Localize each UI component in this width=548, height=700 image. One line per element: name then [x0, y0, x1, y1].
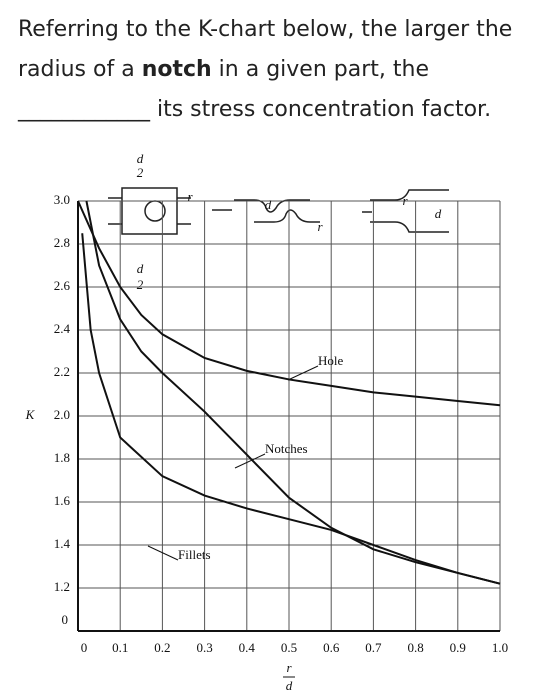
- x-tick-label: 0.1: [112, 640, 128, 655]
- text: in a given part, the: [211, 57, 429, 82]
- x-tick-label: 0.3: [196, 640, 212, 655]
- x-tick-label: 0: [81, 640, 88, 655]
- x-tick-label: 0.8: [407, 640, 423, 655]
- icon-label: 2: [137, 277, 144, 292]
- icon-label: 2: [137, 165, 144, 180]
- icon-label: r: [317, 219, 323, 234]
- x-tick-label: 0.7: [365, 640, 382, 655]
- x-tick-label: 0.4: [239, 640, 256, 655]
- blank: ____________: [18, 97, 150, 122]
- question-line: radius of a notch in a given part, the: [18, 50, 538, 90]
- question-line: Referring to the K-chart below, the larg…: [18, 17, 513, 42]
- curve: [77, 200, 501, 407]
- y-tick-label: 2.8: [54, 235, 70, 250]
- x-axis-label: r: [286, 660, 292, 675]
- icon-label: d: [265, 197, 272, 212]
- series-label: Notches: [265, 441, 308, 456]
- leader: [147, 545, 179, 561]
- leader: [234, 453, 266, 469]
- y-axis-label: K: [25, 407, 36, 422]
- y-tick-label: 2.6: [54, 278, 71, 293]
- x-tick-label: 0.5: [281, 640, 297, 655]
- question-line: ____________ its stress concentration fa…: [18, 90, 538, 130]
- x-tick-label: 1.0: [492, 640, 508, 655]
- origin-label: 0: [62, 612, 69, 627]
- bold-text: notch: [141, 57, 212, 82]
- series-label: Hole: [318, 353, 344, 368]
- y-tick-label: 2.0: [54, 407, 70, 422]
- x-axis-label: d: [286, 678, 293, 693]
- y-tick-label: 1.6: [54, 493, 71, 508]
- curve: [85, 200, 501, 585]
- icon-label: r: [402, 193, 408, 208]
- leader: [287, 365, 319, 381]
- y-tick-label: 3.0: [54, 192, 70, 207]
- chart: 1.2 1.4 1.6 1.8 2.0 2.2 2.4 2.6 2.8 3.0 0 0.1 0.2 0.3…: [25, 151, 508, 693]
- y-tick-label: 1.4: [54, 536, 71, 551]
- icons: [108, 187, 449, 235]
- y-tick-label: 1.8: [54, 450, 70, 465]
- x-tick-label: 0.9: [450, 640, 466, 655]
- y-tick-label: 2.4: [54, 321, 71, 336]
- curve: [81, 233, 501, 585]
- text: its stress concentration factor.: [150, 97, 492, 122]
- x-tick-label: 0.6: [323, 640, 340, 655]
- icon-hole-plate: [108, 187, 191, 235]
- icon-label: r: [187, 189, 193, 204]
- y-tick-label: 1.2: [54, 579, 70, 594]
- x-tick-label: 0.2: [154, 640, 170, 655]
- icon-label: d: [137, 151, 144, 166]
- question: Referring to the K-chart below, the larg…: [18, 10, 538, 130]
- icon-fillet: [362, 189, 449, 233]
- icon-label: d: [435, 206, 442, 221]
- text: radius of a: [18, 57, 142, 82]
- series-label: Fillets: [178, 547, 211, 562]
- icon-label: d: [137, 261, 144, 276]
- y-tick-label: 2.2: [54, 364, 70, 379]
